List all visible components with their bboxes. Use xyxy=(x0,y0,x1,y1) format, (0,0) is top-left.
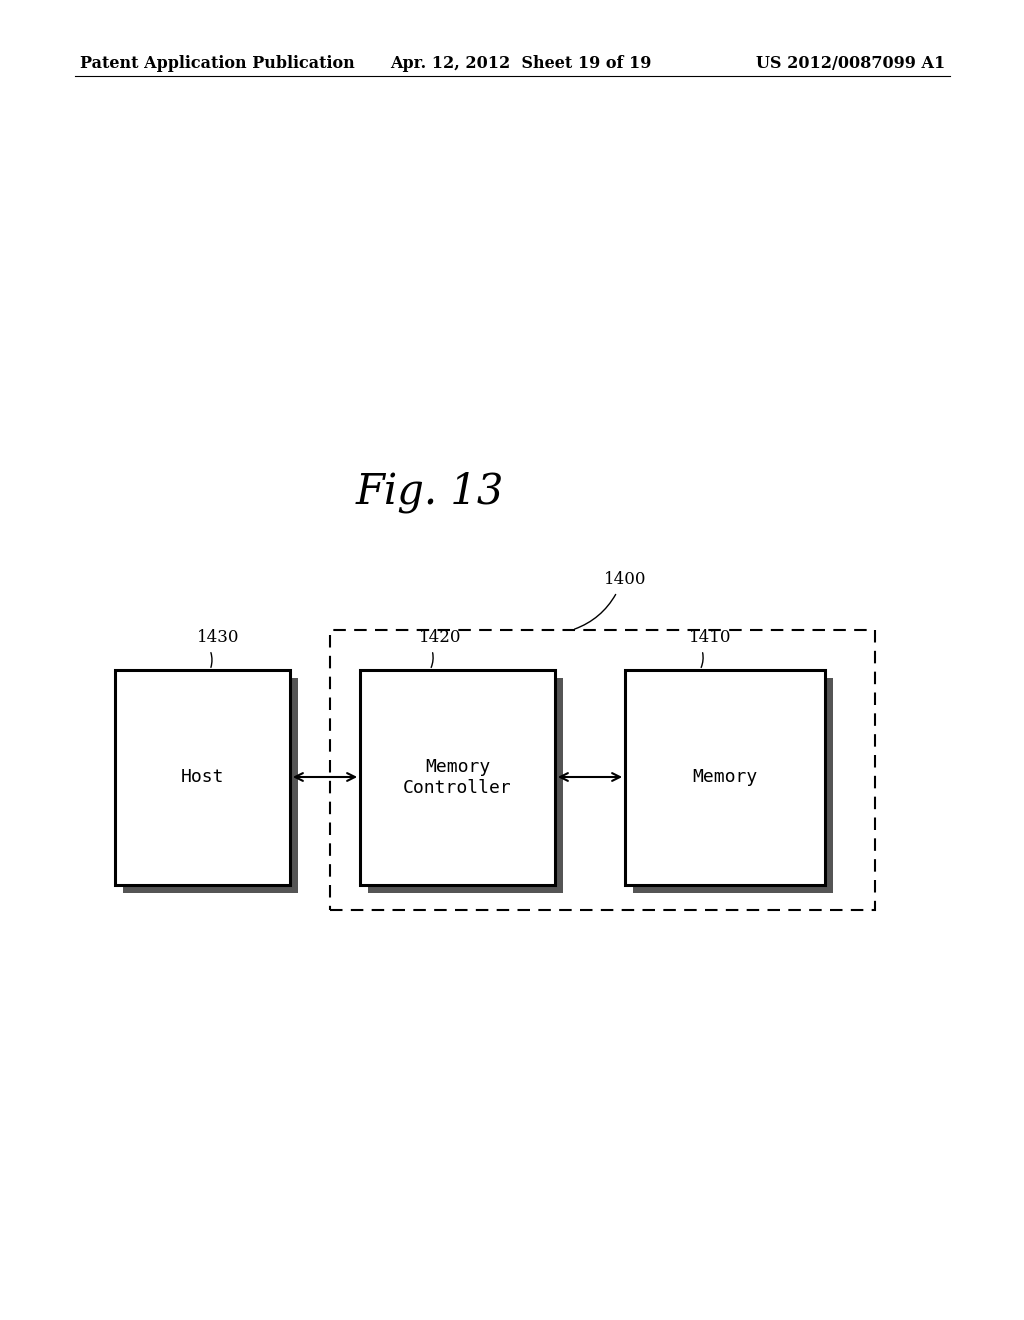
Bar xyxy=(633,678,833,894)
Bar xyxy=(625,671,825,884)
Text: 1410: 1410 xyxy=(689,630,731,647)
Text: 1430: 1430 xyxy=(197,630,240,647)
Text: Fig. 13: Fig. 13 xyxy=(355,471,504,513)
Bar xyxy=(330,630,874,909)
Text: Memory: Memory xyxy=(692,768,758,787)
FancyArrowPatch shape xyxy=(211,652,212,668)
FancyArrowPatch shape xyxy=(574,594,615,630)
Text: Host: Host xyxy=(181,768,224,787)
Text: Memory
Controller: Memory Controller xyxy=(403,758,512,797)
FancyArrowPatch shape xyxy=(431,652,433,668)
Bar xyxy=(123,678,298,894)
Text: Patent Application Publication: Patent Application Publication xyxy=(80,55,354,73)
Bar xyxy=(360,671,555,884)
Bar xyxy=(115,671,290,884)
Text: US 2012/0087099 A1: US 2012/0087099 A1 xyxy=(756,55,945,73)
Text: 1420: 1420 xyxy=(419,630,461,647)
Text: Apr. 12, 2012  Sheet 19 of 19: Apr. 12, 2012 Sheet 19 of 19 xyxy=(390,55,651,73)
Text: 1400: 1400 xyxy=(604,572,646,589)
Bar xyxy=(368,678,563,894)
FancyArrowPatch shape xyxy=(701,652,703,668)
